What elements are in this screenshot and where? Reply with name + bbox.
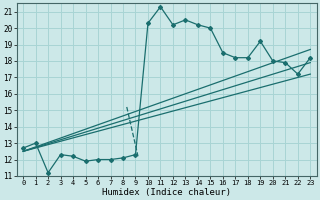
X-axis label: Humidex (Indice chaleur): Humidex (Indice chaleur) <box>102 188 231 197</box>
